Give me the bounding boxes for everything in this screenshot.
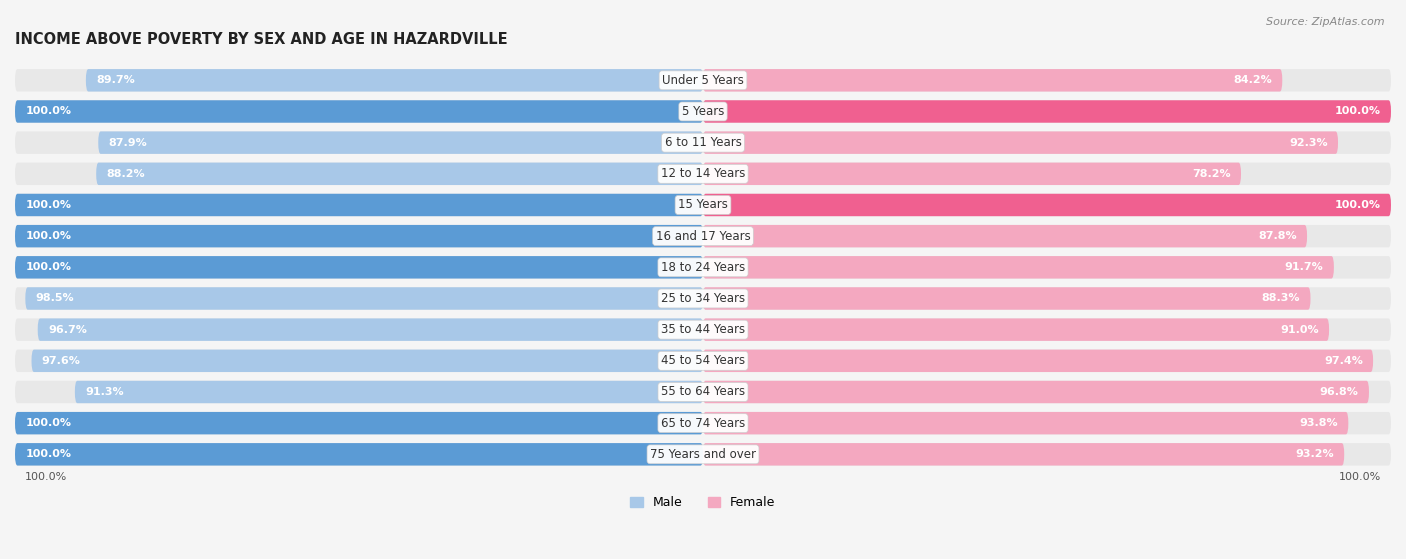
Text: 91.7%: 91.7% xyxy=(1285,262,1323,272)
Text: 93.8%: 93.8% xyxy=(1299,418,1339,428)
FancyBboxPatch shape xyxy=(703,349,1391,372)
FancyBboxPatch shape xyxy=(75,381,703,403)
Text: 12 to 14 Years: 12 to 14 Years xyxy=(661,167,745,181)
FancyBboxPatch shape xyxy=(15,319,703,341)
FancyBboxPatch shape xyxy=(703,256,1334,278)
Text: 100.0%: 100.0% xyxy=(25,262,72,272)
Text: 88.3%: 88.3% xyxy=(1261,293,1301,304)
FancyBboxPatch shape xyxy=(703,225,1308,248)
FancyBboxPatch shape xyxy=(703,256,1391,278)
FancyBboxPatch shape xyxy=(15,287,703,310)
FancyBboxPatch shape xyxy=(15,225,703,248)
Text: 100.0%: 100.0% xyxy=(1334,200,1381,210)
FancyBboxPatch shape xyxy=(703,349,1374,372)
FancyBboxPatch shape xyxy=(703,131,1391,154)
FancyBboxPatch shape xyxy=(703,194,1391,216)
Text: 97.6%: 97.6% xyxy=(42,356,80,366)
Text: 18 to 24 Years: 18 to 24 Years xyxy=(661,261,745,274)
Text: 93.2%: 93.2% xyxy=(1295,449,1334,459)
FancyBboxPatch shape xyxy=(703,225,1391,248)
Text: INCOME ABOVE POVERTY BY SEX AND AGE IN HAZARDVILLE: INCOME ABOVE POVERTY BY SEX AND AGE IN H… xyxy=(15,32,508,47)
FancyBboxPatch shape xyxy=(31,349,703,372)
FancyBboxPatch shape xyxy=(703,194,1391,216)
Text: 100.0%: 100.0% xyxy=(25,449,72,459)
Text: 87.8%: 87.8% xyxy=(1258,231,1296,241)
Text: 15 Years: 15 Years xyxy=(678,198,728,211)
Text: 100.0%: 100.0% xyxy=(25,472,67,482)
FancyBboxPatch shape xyxy=(15,443,703,466)
FancyBboxPatch shape xyxy=(38,319,703,341)
Text: 100.0%: 100.0% xyxy=(1334,106,1381,116)
Text: 91.3%: 91.3% xyxy=(86,387,124,397)
FancyBboxPatch shape xyxy=(15,194,703,216)
Text: 96.7%: 96.7% xyxy=(48,325,87,335)
FancyBboxPatch shape xyxy=(703,381,1391,403)
Text: 100.0%: 100.0% xyxy=(25,418,72,428)
Text: 100.0%: 100.0% xyxy=(25,200,72,210)
FancyBboxPatch shape xyxy=(15,256,703,278)
Text: 75 Years and over: 75 Years and over xyxy=(650,448,756,461)
FancyBboxPatch shape xyxy=(703,443,1391,466)
FancyBboxPatch shape xyxy=(703,319,1329,341)
FancyBboxPatch shape xyxy=(15,194,703,216)
FancyBboxPatch shape xyxy=(703,443,1344,466)
Text: 87.9%: 87.9% xyxy=(108,138,148,148)
Text: 98.5%: 98.5% xyxy=(35,293,75,304)
FancyBboxPatch shape xyxy=(15,100,703,122)
FancyBboxPatch shape xyxy=(703,100,1391,122)
Text: 88.2%: 88.2% xyxy=(107,169,145,179)
Text: 16 and 17 Years: 16 and 17 Years xyxy=(655,230,751,243)
FancyBboxPatch shape xyxy=(15,412,703,434)
FancyBboxPatch shape xyxy=(15,100,703,122)
Text: 55 to 64 Years: 55 to 64 Years xyxy=(661,386,745,399)
Text: 97.4%: 97.4% xyxy=(1324,356,1362,366)
FancyBboxPatch shape xyxy=(98,131,703,154)
Text: 84.2%: 84.2% xyxy=(1233,75,1272,86)
FancyBboxPatch shape xyxy=(703,69,1391,92)
Text: 5 Years: 5 Years xyxy=(682,105,724,118)
Text: 25 to 34 Years: 25 to 34 Years xyxy=(661,292,745,305)
FancyBboxPatch shape xyxy=(703,100,1391,122)
FancyBboxPatch shape xyxy=(15,225,703,248)
FancyBboxPatch shape xyxy=(703,287,1391,310)
FancyBboxPatch shape xyxy=(703,131,1339,154)
FancyBboxPatch shape xyxy=(703,381,1369,403)
FancyBboxPatch shape xyxy=(703,163,1391,185)
Text: 78.2%: 78.2% xyxy=(1192,169,1230,179)
Text: 65 to 74 Years: 65 to 74 Years xyxy=(661,416,745,430)
FancyBboxPatch shape xyxy=(15,349,703,372)
FancyBboxPatch shape xyxy=(703,69,1282,92)
FancyBboxPatch shape xyxy=(15,256,703,278)
Text: Source: ZipAtlas.com: Source: ZipAtlas.com xyxy=(1267,17,1385,27)
FancyBboxPatch shape xyxy=(15,131,703,154)
Text: 45 to 54 Years: 45 to 54 Years xyxy=(661,354,745,367)
Text: 96.8%: 96.8% xyxy=(1320,387,1358,397)
FancyBboxPatch shape xyxy=(15,163,703,185)
Text: Under 5 Years: Under 5 Years xyxy=(662,74,744,87)
FancyBboxPatch shape xyxy=(703,412,1348,434)
FancyBboxPatch shape xyxy=(15,381,703,403)
Text: 6 to 11 Years: 6 to 11 Years xyxy=(665,136,741,149)
Text: 89.7%: 89.7% xyxy=(96,75,135,86)
FancyBboxPatch shape xyxy=(25,287,703,310)
FancyBboxPatch shape xyxy=(15,412,703,434)
Text: 35 to 44 Years: 35 to 44 Years xyxy=(661,323,745,336)
FancyBboxPatch shape xyxy=(703,163,1241,185)
Text: 92.3%: 92.3% xyxy=(1289,138,1327,148)
Text: 91.0%: 91.0% xyxy=(1279,325,1319,335)
FancyBboxPatch shape xyxy=(15,69,703,92)
FancyBboxPatch shape xyxy=(703,319,1391,341)
FancyBboxPatch shape xyxy=(96,163,703,185)
Text: 100.0%: 100.0% xyxy=(25,106,72,116)
FancyBboxPatch shape xyxy=(703,287,1310,310)
FancyBboxPatch shape xyxy=(703,412,1391,434)
FancyBboxPatch shape xyxy=(15,443,703,466)
Text: 100.0%: 100.0% xyxy=(1339,472,1381,482)
FancyBboxPatch shape xyxy=(86,69,703,92)
Legend: Male, Female: Male, Female xyxy=(624,490,782,515)
Text: 100.0%: 100.0% xyxy=(25,231,72,241)
